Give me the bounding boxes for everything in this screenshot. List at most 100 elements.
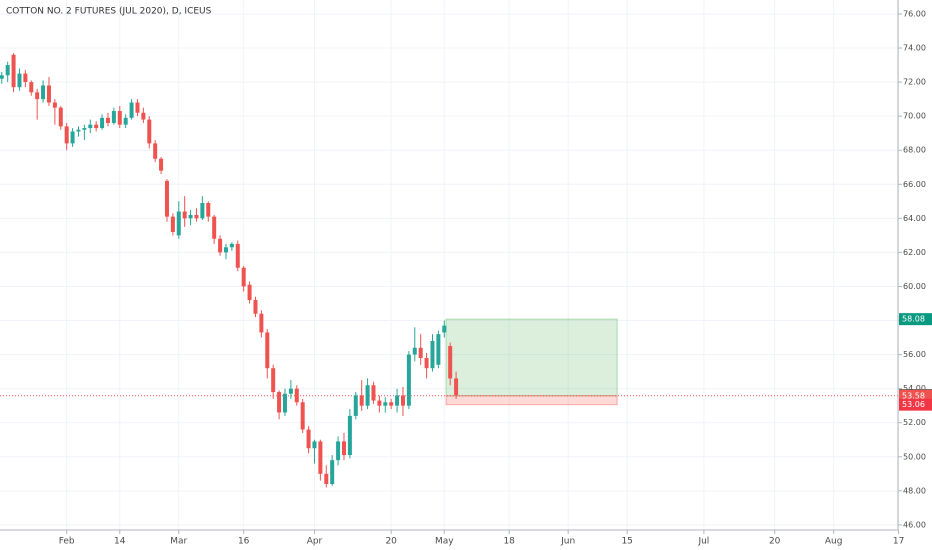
candle-body [330, 460, 335, 485]
candle-body [23, 73, 28, 83]
candle-body [41, 85, 46, 100]
x-tick-label: Jun [560, 537, 575, 547]
candle-body [288, 388, 293, 394]
candle-body [212, 216, 217, 239]
candle-body [271, 368, 276, 393]
candle-body [147, 119, 152, 144]
x-tick-label: Mar [170, 537, 187, 547]
candle-body [324, 473, 329, 485]
candle-body [206, 203, 211, 217]
candle-body [88, 124, 93, 129]
x-tick-label: Apr [307, 537, 323, 547]
candle-body [400, 395, 405, 406]
x-tick-label: 15 [621, 537, 632, 547]
candle-body [100, 117, 105, 129]
x-tick-label: 20 [385, 537, 397, 547]
x-tick-label: Jul [697, 537, 709, 547]
plot [0, 53, 898, 488]
entry-label: 53.58 [902, 391, 925, 400]
candle-body [123, 117, 128, 125]
y-tick-label: 76.00 [903, 9, 926, 18]
candle-body [111, 111, 116, 123]
profit-zone [445, 318, 618, 397]
loss-zone [445, 395, 618, 406]
candle-body [135, 102, 140, 113]
candle-body [82, 128, 87, 130]
stop-label-bg [899, 398, 932, 411]
candle-body [35, 92, 40, 100]
target-label: 58.08 [902, 315, 925, 324]
candle-body [241, 267, 246, 287]
candle-body [164, 180, 169, 217]
candle-body [306, 429, 311, 449]
candle-body [129, 102, 134, 118]
x-tick-label: May [435, 537, 454, 547]
candle-body [430, 340, 435, 369]
candle-body [318, 441, 323, 474]
candle-body [188, 214, 193, 219]
x-tick-label: 20 [769, 537, 781, 547]
y-tick-label: 68.00 [903, 146, 926, 155]
candle-body [247, 284, 252, 301]
candle-body [229, 243, 234, 248]
candle-body [359, 395, 364, 406]
candle-body [336, 441, 341, 461]
candle-body [436, 334, 441, 365]
candle-body [17, 73, 22, 88]
y-tick-label: 66.00 [903, 180, 926, 189]
candle-body [418, 347, 423, 358]
y-tick-label: 52.00 [903, 418, 926, 427]
candle-body [259, 313, 264, 333]
y-tick-label: 54.00 [903, 384, 926, 393]
candle-body [347, 415, 352, 456]
candle-body [141, 112, 146, 120]
candle-body [395, 395, 400, 406]
candle-body [424, 357, 429, 369]
x-tick-label: 17 [893, 537, 904, 547]
candle-body [182, 211, 187, 219]
candle-body [117, 111, 122, 125]
candle-body [223, 247, 228, 253]
candle-body [170, 216, 175, 232]
candle-body [5, 65, 10, 76]
stop-label: 53.06 [902, 400, 925, 409]
candle-body [341, 441, 346, 456]
candle-body [312, 441, 317, 449]
target-label-bg [899, 313, 932, 326]
candle-body [406, 354, 411, 406]
y-tick-label: 64.00 [903, 214, 926, 223]
candle-body [0, 75, 4, 79]
candle-body [277, 392, 282, 413]
candle-body [194, 214, 199, 219]
chart-title: COTTON NO. 2 FUTURES (JUL 2020), D, ICEU… [6, 7, 212, 17]
y-tick-label: 48.00 [903, 486, 926, 495]
candle-body [282, 393, 287, 413]
candle-body [29, 82, 34, 93]
candle-body [159, 158, 164, 171]
candle-body [200, 203, 205, 219]
candle-body [454, 378, 459, 396]
y-tick-label: 46.00 [903, 520, 926, 529]
candle-body [52, 102, 57, 108]
candle-body [94, 124, 99, 129]
grid [0, 0, 900, 530]
candle-body [383, 402, 388, 406]
y-tick-label: 56.00 [903, 350, 926, 359]
candle-body [442, 325, 447, 333]
candle-body [377, 400, 382, 406]
candle-body [365, 385, 370, 406]
candle-body [412, 347, 417, 355]
axes: 46.0048.0050.0052.0054.0056.0058.0060.00… [59, 9, 932, 547]
candle-body [105, 117, 110, 123]
y-tick-label: 70.00 [903, 112, 926, 121]
candle-body [176, 211, 181, 236]
x-tick-label: 18 [503, 537, 515, 547]
y-tick-label: 50.00 [903, 452, 926, 461]
candle-body [235, 243, 240, 268]
candle-body [58, 107, 63, 127]
candle-body [76, 129, 81, 132]
x-tick-label: 16 [238, 537, 250, 547]
y-tick-label: 60.00 [903, 282, 926, 291]
